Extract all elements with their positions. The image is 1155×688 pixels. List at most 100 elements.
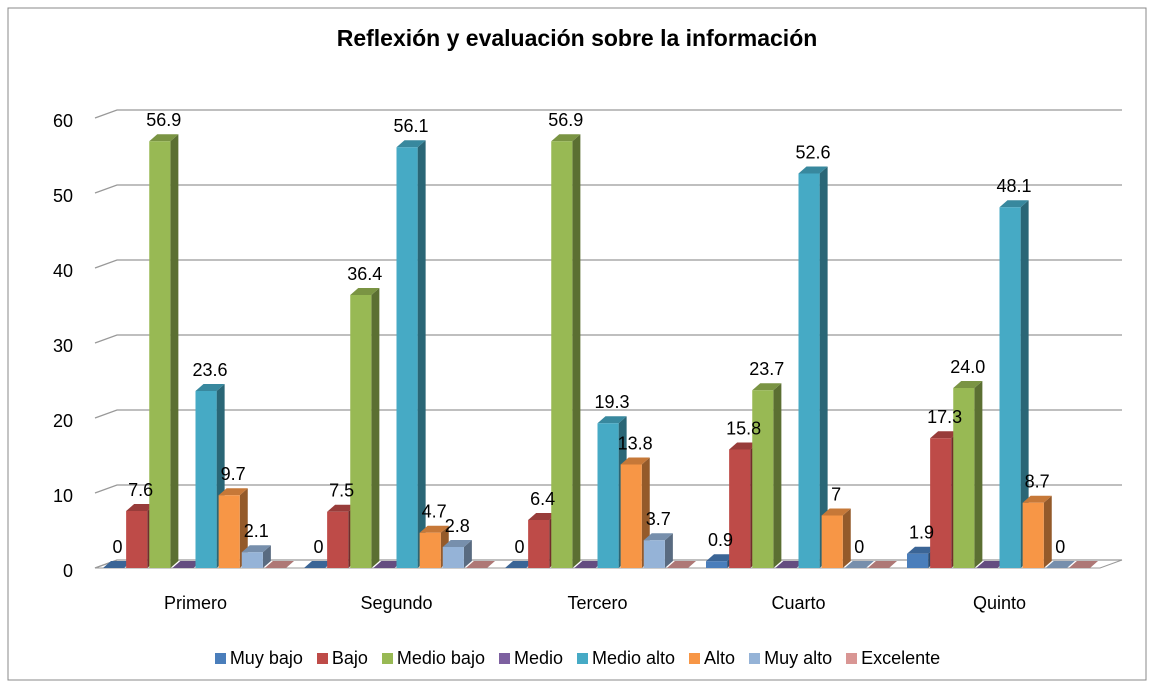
bar-top (149, 134, 179, 142)
data-label: 2.8 (445, 516, 470, 536)
bar (304, 561, 334, 568)
data-label: 23.7 (749, 359, 784, 379)
bar (798, 166, 828, 568)
bar (844, 561, 874, 568)
grid-line (94, 184, 1122, 194)
data-label: 9.7 (221, 464, 246, 484)
data-label: 13.8 (618, 433, 653, 453)
legend-label: Muy bajo (229, 648, 303, 668)
bar (1068, 561, 1098, 568)
bar-side (463, 540, 472, 568)
bar-front (442, 547, 464, 568)
data-label: 15.8 (726, 418, 761, 438)
bar-top (396, 140, 426, 148)
data-label: 0.9 (708, 530, 733, 550)
bar-top (241, 545, 271, 553)
y-tick-label: 60 (53, 111, 73, 131)
legend-item: Alto (689, 648, 735, 669)
bar-top (930, 431, 960, 439)
bar-top (373, 561, 403, 568)
bar-top (264, 561, 294, 568)
bar (350, 288, 380, 568)
x-tick-label: Tercero (567, 593, 627, 613)
bar-front (821, 515, 843, 568)
bar-top (821, 508, 851, 516)
legend-label: Muy alto (764, 648, 833, 668)
x-tick-label: Primero (164, 593, 227, 613)
bar-top (798, 166, 828, 174)
bar-top (528, 513, 558, 520)
bar-top (907, 546, 937, 554)
bar-top (195, 384, 225, 391)
bar (551, 134, 581, 568)
bar-side (239, 488, 248, 568)
data-label: 6.4 (530, 489, 555, 509)
data-label: 4.7 (422, 502, 447, 522)
bar (821, 508, 851, 568)
bar (442, 540, 472, 568)
bar-front (798, 173, 820, 568)
data-label: 0 (113, 537, 123, 557)
grid-line (94, 109, 1122, 119)
data-label: 23.6 (193, 360, 228, 380)
data-label: 3.7 (646, 509, 671, 529)
legend-swatch (846, 653, 858, 664)
bar-front (327, 511, 349, 568)
legend-label: Medio (513, 648, 563, 668)
data-label: 56.9 (548, 110, 583, 130)
bar-front (218, 495, 240, 568)
data-label: 2.1 (244, 521, 269, 541)
data-label: 19.3 (595, 392, 630, 412)
legend-swatch (316, 653, 328, 664)
bar-side (170, 134, 179, 568)
bar-top (574, 561, 604, 568)
bar (373, 561, 403, 568)
bar (172, 561, 202, 568)
data-label: 48.1 (997, 176, 1032, 196)
y-tick-label: 10 (53, 486, 73, 506)
data-label: 0 (854, 537, 864, 557)
bar-front (930, 438, 952, 568)
bar-top (775, 561, 805, 568)
bar-top (844, 561, 874, 568)
bar-top (350, 288, 380, 295)
legend-swatch (498, 653, 510, 664)
legend-label: Bajo (331, 648, 368, 668)
bar-front (396, 147, 418, 568)
bar (574, 561, 604, 568)
data-label: 7.5 (329, 481, 354, 501)
bar-front (528, 520, 550, 568)
legend-swatch (689, 653, 701, 664)
bar (505, 561, 535, 568)
bar-top (505, 561, 535, 568)
y-tick-label: 50 (53, 186, 73, 206)
bar-top (327, 504, 357, 512)
bar-front (706, 561, 728, 568)
bar-side (842, 508, 851, 568)
legend-swatch (381, 653, 393, 664)
data-label: 8.7 (1025, 472, 1050, 492)
bar-top (103, 561, 133, 568)
legend-label: Medio bajo (396, 648, 485, 668)
bar (643, 533, 673, 568)
bar (218, 488, 248, 568)
bar-top (419, 525, 449, 533)
legend-item: Excelente (846, 648, 940, 669)
data-label: 36.4 (347, 264, 382, 284)
data-label: 7.6 (128, 480, 153, 500)
legend-label: Alto (704, 648, 736, 668)
data-label: 24.0 (950, 357, 985, 377)
bar-front (551, 141, 573, 568)
bar-top (867, 561, 897, 568)
bar (396, 140, 426, 568)
bar (666, 561, 696, 568)
bar-top (442, 540, 472, 547)
bar-front (953, 388, 975, 568)
bar-top (706, 554, 736, 562)
legend: Muy bajo Bajo Medio bajo Medio Medio alto Alt… (0, 648, 1155, 669)
bar-front (643, 540, 665, 568)
bar-side (664, 533, 673, 568)
data-label: 0 (515, 537, 525, 557)
bar-front (620, 464, 642, 568)
